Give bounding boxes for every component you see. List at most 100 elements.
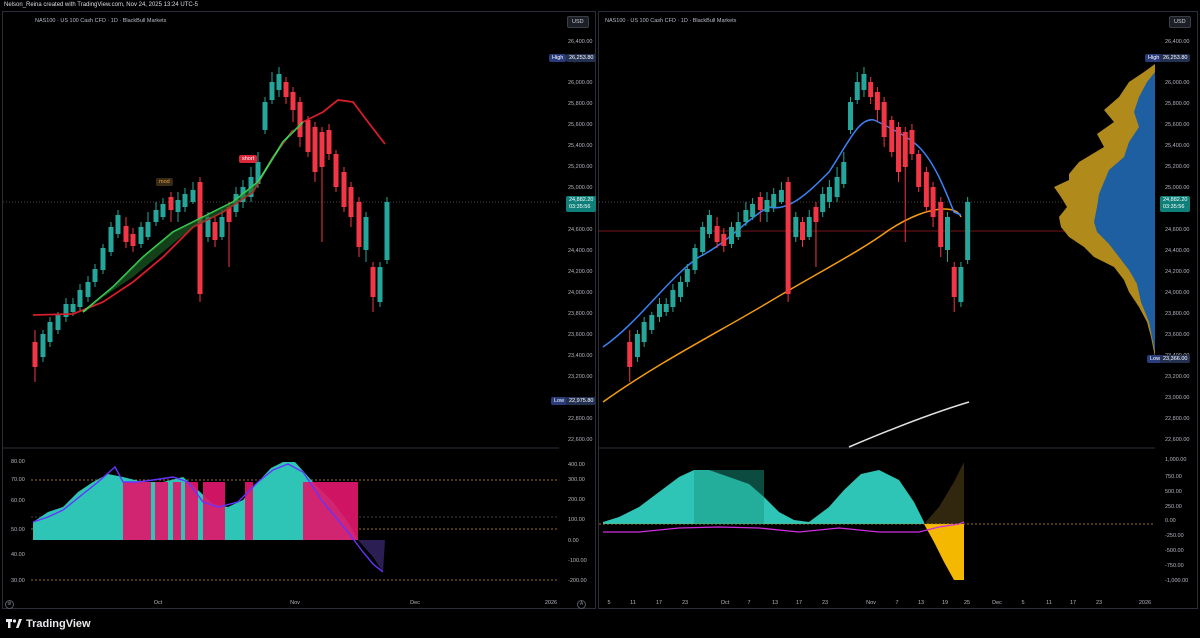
right-price-tick: 23,800.00 [1165, 311, 1190, 317]
right-candle [916, 154, 922, 187]
right-time-tick: 13 [771, 600, 779, 606]
left-candle [138, 227, 144, 244]
left-candle [255, 162, 261, 184]
right-candle [764, 200, 770, 212]
right-price-tick: 25,000.00 [1165, 185, 1190, 191]
right-price-tick: 24,000.00 [1165, 290, 1190, 296]
right-candle [881, 102, 887, 137]
left-candle [219, 217, 225, 237]
left-candle [40, 334, 46, 357]
right-price-tick: 24,600.00 [1165, 227, 1190, 233]
right-blue-ma [602, 119, 962, 348]
left-countdown: 03:35:56 [569, 204, 591, 210]
left-osc-pink-band [245, 482, 253, 540]
footer-bar: TradingView [0, 611, 1200, 638]
left-candle [145, 222, 151, 237]
right-candle [663, 304, 669, 312]
left-candle [175, 200, 181, 212]
right-time-tick: 23 [1095, 600, 1103, 606]
right-time-tick: Dec [992, 600, 1002, 606]
left-price-tick: 25,400.00 [568, 143, 593, 149]
right-candle [854, 82, 860, 100]
right-candle [714, 226, 720, 242]
left-price-tick: 26,400.00 [568, 39, 593, 45]
volume-profile-blue [1094, 72, 1155, 352]
right-candle [958, 267, 964, 302]
right-candle [868, 82, 874, 97]
right-candle [771, 194, 777, 207]
right-candle [678, 282, 684, 297]
right-currency-button[interactable]: USD [1169, 16, 1191, 28]
right-chart-pane[interactable]: NAS100 · US 100 Cash CFD · 1D · BlackBul… [598, 11, 1198, 609]
left-price-tick: 22,600.00 [568, 437, 593, 443]
left-candle [356, 202, 362, 247]
left-currency-button[interactable]: USD [567, 16, 589, 28]
left-auto-scale-icon[interactable]: A [577, 600, 586, 609]
left-candle [269, 82, 275, 100]
right-osc-tick: 750.00 [1165, 474, 1182, 480]
right-candle [735, 222, 741, 237]
right-candle [848, 102, 854, 130]
right-price-tick: 25,400.00 [1165, 143, 1190, 149]
left-osc-pink-band [203, 482, 225, 540]
left-osc-pink-band [185, 482, 198, 540]
left-candle [77, 290, 83, 307]
right-osc-dark-band [694, 470, 764, 524]
left-candle [312, 127, 318, 172]
tradingview-logo[interactable]: TradingView [6, 618, 91, 630]
left-osc-right-tick: -100.00 [568, 558, 587, 564]
left-low-label: Low [551, 397, 568, 405]
left-candle [190, 190, 196, 202]
left-candle [92, 269, 98, 282]
right-osc-tick: 1,000.00 [1165, 457, 1187, 463]
left-time-tick: Dec [410, 600, 420, 606]
right-time-tick: 17 [655, 600, 663, 606]
left-low-value: 22,975.80 [566, 397, 597, 405]
left-candle [348, 187, 354, 217]
right-price-tick: 23,600.00 [1165, 332, 1190, 338]
left-osc-shadow [33, 540, 385, 572]
left-price-tick: 25,000.00 [568, 185, 593, 191]
right-time-tick: 13 [917, 600, 925, 606]
right-osc-magenta-line [603, 521, 965, 533]
left-candle [212, 222, 218, 240]
right-candle [951, 267, 957, 297]
right-price-tick: 24,200.00 [1165, 269, 1190, 275]
left-candle [326, 130, 332, 154]
left-osc-pink-band [155, 482, 168, 540]
left-price-tick: 22,800.00 [568, 416, 593, 422]
right-candle [923, 172, 929, 207]
left-osc-pink-band [123, 482, 151, 540]
right-time-tick: 7 [895, 600, 899, 606]
short-signal-label: short [239, 155, 258, 163]
right-candle [785, 182, 791, 294]
left-price-tick: 25,200.00 [568, 164, 593, 170]
right-candle [834, 177, 840, 197]
left-osc-left-tick: 30.00 [11, 578, 25, 584]
left-candle [123, 226, 129, 242]
right-candle [826, 187, 832, 202]
left-chart-pane[interactable]: NAS100 · US 100 Cash CFD · 1D · BlackBul… [2, 11, 597, 609]
left-settings-icon[interactable]: ⚙ [5, 600, 14, 609]
right-time-tick: 17 [1069, 600, 1077, 606]
right-last-price: 24,882.20 [1163, 197, 1188, 203]
left-chart-canvas [3, 67, 559, 581]
left-price-tick: 24,400.00 [568, 248, 593, 254]
left-candle [100, 248, 106, 270]
left-candle [108, 227, 114, 252]
left-candle [276, 74, 282, 90]
left-candle [262, 102, 268, 130]
right-time-tick: Nov [866, 600, 876, 606]
left-candle [305, 120, 311, 152]
right-price-tick: 23,000.00 [1165, 395, 1190, 401]
left-osc-left-tick: 60.00 [11, 498, 25, 504]
left-candle [70, 304, 76, 312]
right-time-tick: 19 [941, 600, 949, 606]
right-candle [896, 127, 902, 172]
right-candle [889, 120, 895, 152]
right-candle [684, 269, 690, 282]
left-price-tick: 25,800.00 [568, 101, 593, 107]
left-osc-right-tick: 400.00 [568, 462, 585, 468]
right-time-tick: 2026 [1138, 600, 1152, 606]
left-osc-left-tick: 40.00 [11, 552, 25, 558]
